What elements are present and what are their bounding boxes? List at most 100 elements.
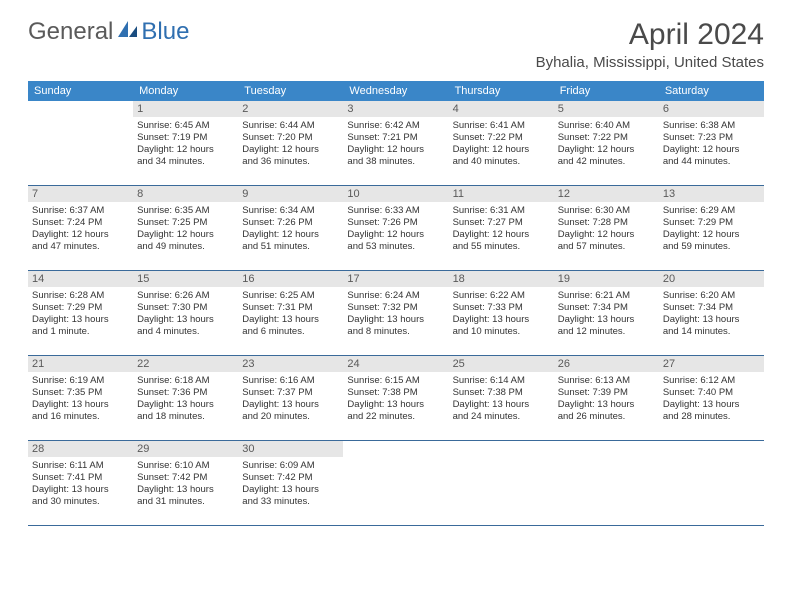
sunset-line: Sunset: 7:39 PM xyxy=(558,387,655,399)
daylight-line-1: Daylight: 12 hours xyxy=(453,229,550,241)
daylight-line-1: Daylight: 13 hours xyxy=(347,314,444,326)
day-cell: 17Sunrise: 6:24 AMSunset: 7:32 PMDayligh… xyxy=(343,271,448,355)
day-cell: 14Sunrise: 6:28 AMSunset: 7:29 PMDayligh… xyxy=(28,271,133,355)
dow-monday: Monday xyxy=(133,81,238,101)
day-number: 30 xyxy=(238,441,343,457)
daylight-line-1: Daylight: 13 hours xyxy=(137,484,234,496)
day-number: 20 xyxy=(659,271,764,287)
sunrise-line: Sunrise: 6:12 AM xyxy=(663,375,760,387)
daylight-line-2: and 18 minutes. xyxy=(137,411,234,423)
day-cell: 22Sunrise: 6:18 AMSunset: 7:36 PMDayligh… xyxy=(133,356,238,440)
sunrise-line: Sunrise: 6:19 AM xyxy=(32,375,129,387)
daylight-line-2: and 36 minutes. xyxy=(242,156,339,168)
weeks-container: 1Sunrise: 6:45 AMSunset: 7:19 PMDaylight… xyxy=(28,101,764,526)
daylight-line-2: and 49 minutes. xyxy=(137,241,234,253)
sunset-line: Sunset: 7:29 PM xyxy=(32,302,129,314)
day-number: 5 xyxy=(554,101,659,117)
day-cell: 29Sunrise: 6:10 AMSunset: 7:42 PMDayligh… xyxy=(133,441,238,525)
sunrise-line: Sunrise: 6:25 AM xyxy=(242,290,339,302)
daylight-line-2: and 51 minutes. xyxy=(242,241,339,253)
daylight-line-1: Daylight: 13 hours xyxy=(558,399,655,411)
daylight-line-2: and 42 minutes. xyxy=(558,156,655,168)
sunrise-line: Sunrise: 6:28 AM xyxy=(32,290,129,302)
week-row: 14Sunrise: 6:28 AMSunset: 7:29 PMDayligh… xyxy=(28,271,764,356)
sunset-line: Sunset: 7:27 PM xyxy=(453,217,550,229)
week-row: 21Sunrise: 6:19 AMSunset: 7:35 PMDayligh… xyxy=(28,356,764,441)
day-number: 6 xyxy=(659,101,764,117)
daylight-line-1: Daylight: 13 hours xyxy=(242,484,339,496)
daylight-line-1: Daylight: 13 hours xyxy=(453,399,550,411)
daylight-line-2: and 44 minutes. xyxy=(663,156,760,168)
sunset-line: Sunset: 7:22 PM xyxy=(558,132,655,144)
calendar-grid: Sunday Monday Tuesday Wednesday Thursday… xyxy=(28,81,764,526)
day-number: 10 xyxy=(343,186,448,202)
sunrise-line: Sunrise: 6:24 AM xyxy=(347,290,444,302)
sunrise-line: Sunrise: 6:31 AM xyxy=(453,205,550,217)
day-cell: 16Sunrise: 6:25 AMSunset: 7:31 PMDayligh… xyxy=(238,271,343,355)
daylight-line-1: Daylight: 13 hours xyxy=(32,484,129,496)
daylight-line-2: and 34 minutes. xyxy=(137,156,234,168)
dow-saturday: Saturday xyxy=(659,81,764,101)
sunset-line: Sunset: 7:38 PM xyxy=(347,387,444,399)
sunrise-line: Sunrise: 6:34 AM xyxy=(242,205,339,217)
sunrise-line: Sunrise: 6:33 AM xyxy=(347,205,444,217)
day-number: 13 xyxy=(659,186,764,202)
daylight-line-1: Daylight: 13 hours xyxy=(137,314,234,326)
day-cell: 27Sunrise: 6:12 AMSunset: 7:40 PMDayligh… xyxy=(659,356,764,440)
daylight-line-2: and 59 minutes. xyxy=(663,241,760,253)
sunset-line: Sunset: 7:34 PM xyxy=(663,302,760,314)
daylight-line-2: and 33 minutes. xyxy=(242,496,339,508)
daylight-line-2: and 8 minutes. xyxy=(347,326,444,338)
daylight-line-2: and 14 minutes. xyxy=(663,326,760,338)
daylight-line-2: and 1 minute. xyxy=(32,326,129,338)
day-number: 27 xyxy=(659,356,764,372)
sunrise-line: Sunrise: 6:45 AM xyxy=(137,120,234,132)
day-cell: 24Sunrise: 6:15 AMSunset: 7:38 PMDayligh… xyxy=(343,356,448,440)
brand-blue: Blue xyxy=(141,18,189,46)
week-row: 28Sunrise: 6:11 AMSunset: 7:41 PMDayligh… xyxy=(28,441,764,526)
sunset-line: Sunset: 7:37 PM xyxy=(242,387,339,399)
sunset-line: Sunset: 7:20 PM xyxy=(242,132,339,144)
sunrise-line: Sunrise: 6:13 AM xyxy=(558,375,655,387)
day-cell: 26Sunrise: 6:13 AMSunset: 7:39 PMDayligh… xyxy=(554,356,659,440)
daylight-line-1: Daylight: 12 hours xyxy=(558,229,655,241)
daylight-line-1: Daylight: 13 hours xyxy=(663,399,760,411)
day-number: 19 xyxy=(554,271,659,287)
day-number: 17 xyxy=(343,271,448,287)
sunrise-line: Sunrise: 6:42 AM xyxy=(347,120,444,132)
sunset-line: Sunset: 7:35 PM xyxy=(32,387,129,399)
sunset-line: Sunset: 7:28 PM xyxy=(558,217,655,229)
brand-general: General xyxy=(28,18,113,46)
day-cell: 23Sunrise: 6:16 AMSunset: 7:37 PMDayligh… xyxy=(238,356,343,440)
day-cell: 28Sunrise: 6:11 AMSunset: 7:41 PMDayligh… xyxy=(28,441,133,525)
daylight-line-2: and 16 minutes. xyxy=(32,411,129,423)
day-cell: 1Sunrise: 6:45 AMSunset: 7:19 PMDaylight… xyxy=(133,101,238,185)
sunset-line: Sunset: 7:29 PM xyxy=(663,217,760,229)
day-cell: 7Sunrise: 6:37 AMSunset: 7:24 PMDaylight… xyxy=(28,186,133,270)
month-title: April 2024 xyxy=(536,18,764,52)
day-cell: 11Sunrise: 6:31 AMSunset: 7:27 PMDayligh… xyxy=(449,186,554,270)
sunset-line: Sunset: 7:21 PM xyxy=(347,132,444,144)
sunset-line: Sunset: 7:24 PM xyxy=(32,217,129,229)
day-cell: 2Sunrise: 6:44 AMSunset: 7:20 PMDaylight… xyxy=(238,101,343,185)
daylight-line-2: and 6 minutes. xyxy=(242,326,339,338)
daylight-line-2: and 53 minutes. xyxy=(347,241,444,253)
sunrise-line: Sunrise: 6:38 AM xyxy=(663,120,760,132)
day-number: 4 xyxy=(449,101,554,117)
sunrise-line: Sunrise: 6:44 AM xyxy=(242,120,339,132)
dow-tuesday: Tuesday xyxy=(238,81,343,101)
day-cell: 10Sunrise: 6:33 AMSunset: 7:26 PMDayligh… xyxy=(343,186,448,270)
dow-sunday: Sunday xyxy=(28,81,133,101)
daylight-line-2: and 30 minutes. xyxy=(32,496,129,508)
sunrise-line: Sunrise: 6:21 AM xyxy=(558,290,655,302)
daylight-line-1: Daylight: 13 hours xyxy=(242,399,339,411)
sunset-line: Sunset: 7:30 PM xyxy=(137,302,234,314)
day-cell: 5Sunrise: 6:40 AMSunset: 7:22 PMDaylight… xyxy=(554,101,659,185)
sunrise-line: Sunrise: 6:26 AM xyxy=(137,290,234,302)
daylight-line-1: Daylight: 12 hours xyxy=(242,229,339,241)
sunset-line: Sunset: 7:36 PM xyxy=(137,387,234,399)
daylight-line-1: Daylight: 13 hours xyxy=(32,314,129,326)
day-cell: 12Sunrise: 6:30 AMSunset: 7:28 PMDayligh… xyxy=(554,186,659,270)
day-cell: 21Sunrise: 6:19 AMSunset: 7:35 PMDayligh… xyxy=(28,356,133,440)
daylight-line-2: and 4 minutes. xyxy=(137,326,234,338)
